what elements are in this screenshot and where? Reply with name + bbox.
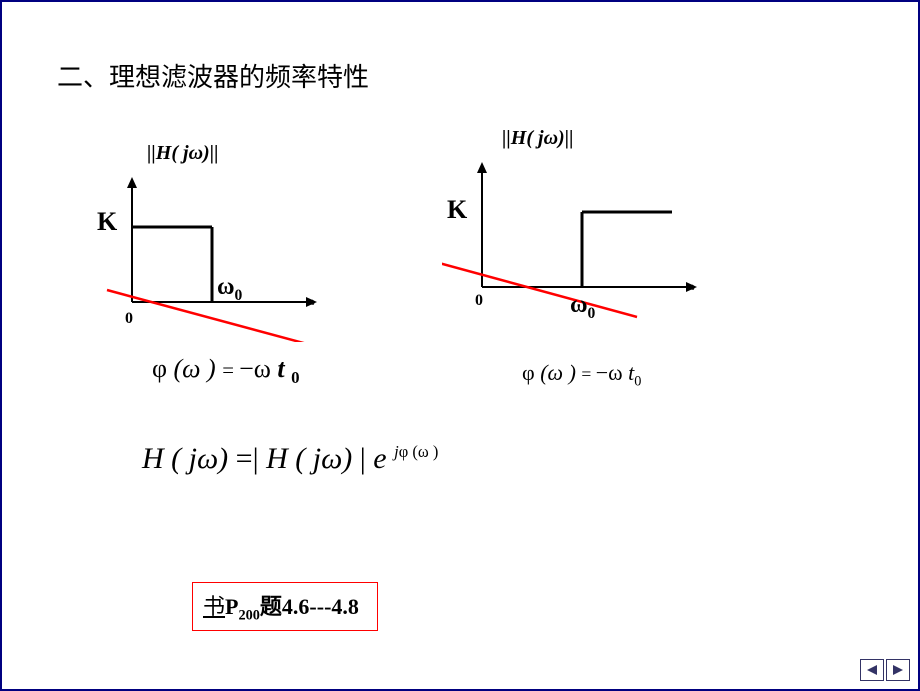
eq-h2: H <box>266 442 288 475</box>
ref-pre: 书 <box>203 594 225 619</box>
right-omega0-sym: ω <box>570 292 588 318</box>
right-phi-neg: −ω <box>596 360 628 385</box>
eq-jw2: ( jω) <box>295 442 352 475</box>
right-phi-t0: 0 <box>634 373 641 389</box>
left-phi-omega: (ω ) <box>174 354 216 383</box>
section-title: 二、理想滤波器的频率特性 <box>57 57 369 94</box>
ref-post: 题4.6---4.8 <box>260 594 359 619</box>
left-phi: φ <box>152 354 167 383</box>
eq-eq: = <box>236 442 253 475</box>
triangle-left-icon <box>865 663 879 677</box>
right-phi-eq: = <box>581 364 595 384</box>
left-phi-t0: 0 <box>291 368 299 387</box>
right-chart-svg <box>442 157 712 357</box>
eq-jw1: ( jω) <box>171 442 228 475</box>
book-reference: 书P200题4.6---4.8 <box>192 582 378 631</box>
next-button[interactable] <box>886 659 910 681</box>
right-small-omega: ω <box>687 279 695 294</box>
right-chart: ||H( jω)|| K ω0 ω 0 <box>442 127 712 337</box>
right-omega0-label: ω0 <box>570 292 595 323</box>
left-k-label: K <box>97 207 117 237</box>
right-phase-eq: φ (ω ) = −ω t0 <box>522 360 641 390</box>
eq-exp-omega: (ω ) <box>412 442 438 461</box>
left-phi-neg: −ω <box>239 354 277 383</box>
eq-h1: H <box>142 442 164 475</box>
left-chart-title-text: |H( jω)| <box>151 142 214 164</box>
right-phi-omega: (ω ) <box>540 360 576 385</box>
left-chart: ||H( jω)|| K ω0 ω 0 <box>92 142 332 342</box>
right-phi: φ <box>522 360 535 385</box>
left-omega0-label: ω0 <box>217 274 242 305</box>
eq-e: e <box>373 442 386 475</box>
eq-exp-phi: φ <box>399 442 409 461</box>
right-zero-label: 0 <box>475 292 483 310</box>
eq-bar1: | <box>253 442 267 475</box>
right-omega0-sub: 0 <box>588 305 596 322</box>
ref-sub: 200 <box>238 607 259 623</box>
right-k-label: K <box>447 195 467 225</box>
main-equation: H ( jω) =| H ( jω) | e jφ (ω ) <box>142 442 438 476</box>
left-omega0-sym: ω <box>217 274 235 300</box>
right-chart-title-text: |H( jω)| <box>506 127 569 149</box>
left-phi-eq: = <box>222 359 239 382</box>
prev-button[interactable] <box>860 659 884 681</box>
left-chart-title: ||H( jω)|| <box>147 142 219 165</box>
left-phase-eq: φ (ω ) = −ω t 0 <box>152 354 300 388</box>
ref-p: P <box>225 594 238 619</box>
left-omega0-sub: 0 <box>235 287 243 304</box>
nav-buttons <box>860 659 910 681</box>
right-chart-title: ||H( jω)|| <box>502 127 574 150</box>
left-zero-label: 0 <box>125 310 133 328</box>
eq-bar2: | <box>360 442 374 475</box>
left-small-omega: ω <box>307 294 315 309</box>
left-phi-t: t <box>277 354 284 383</box>
triangle-right-icon <box>891 663 905 677</box>
